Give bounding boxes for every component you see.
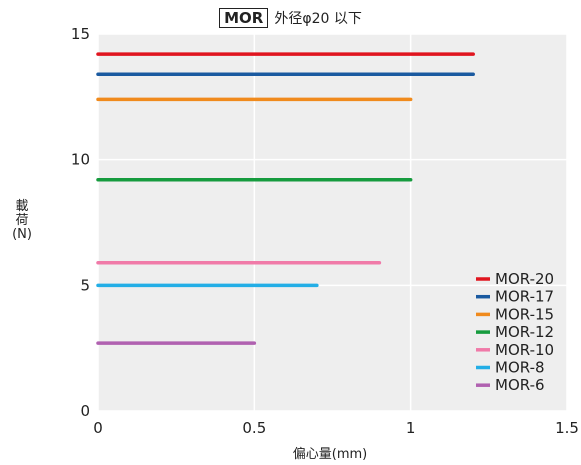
y-tick-label: 15 xyxy=(71,25,90,43)
x-tick-label: 0.5 xyxy=(242,419,266,437)
legend-label: MOR-10 xyxy=(495,341,554,359)
x-tick-label: 0 xyxy=(93,419,103,437)
y-tick-label: 0 xyxy=(80,402,90,420)
y-tick-label: 10 xyxy=(71,151,90,169)
chart-title-text: 外径φ20 以下 xyxy=(274,11,362,27)
legend-label: MOR-8 xyxy=(495,359,545,377)
chart-title: MOR 外径φ20 以下 xyxy=(0,8,581,28)
y-tick-label: 5 xyxy=(80,276,90,294)
chart-title-boxed: MOR xyxy=(219,8,269,28)
legend-label: MOR-20 xyxy=(495,270,554,288)
x-tick-label: 1.5 xyxy=(555,419,579,437)
legend-label: MOR-15 xyxy=(495,305,554,323)
legend-label: MOR-6 xyxy=(495,376,545,394)
x-tick-label: 1 xyxy=(406,419,416,437)
y-axis-label: 載 荷 (N) xyxy=(12,199,32,242)
x-axis-label: 偏心量(mm) xyxy=(292,447,368,462)
legend-label: MOR-12 xyxy=(495,323,554,341)
legend-label: MOR-17 xyxy=(495,288,554,306)
